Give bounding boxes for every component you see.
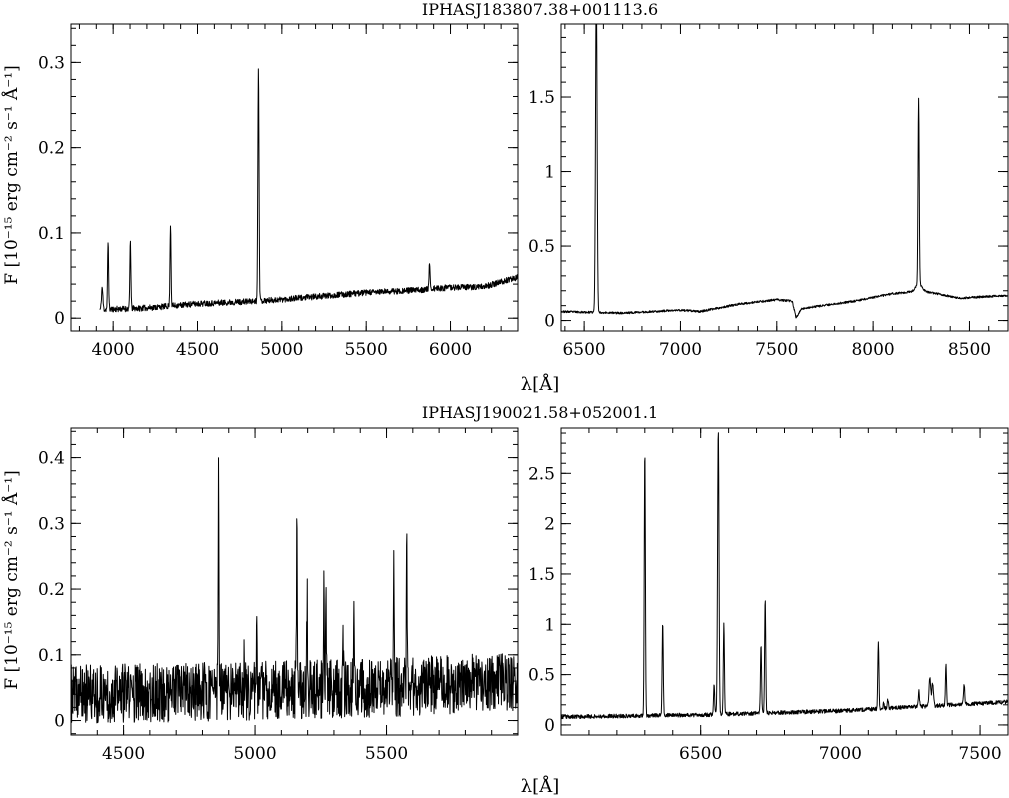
y-tick-label-tr-1: 0.5 bbox=[528, 237, 555, 257]
x-tick-label-bl-0: 4500 bbox=[102, 744, 145, 764]
x-tick-label-tr-3: 8000 bbox=[851, 340, 894, 360]
xlabel-top: λ[Å] bbox=[521, 373, 559, 395]
y-tick-label-tl-0: 0 bbox=[54, 309, 65, 329]
x-tick-label-bl-2: 5500 bbox=[365, 744, 408, 764]
plot-frame-tr bbox=[560, 23, 1009, 332]
y-tick-label-tr-3: 1.5 bbox=[528, 88, 555, 108]
spectrum-line-tl bbox=[99, 68, 518, 313]
y-tick-label-tl-1: 0.1 bbox=[38, 224, 65, 244]
x-tick-label-tr-0: 6500 bbox=[562, 340, 605, 360]
x-tick-label-tr-4: 8500 bbox=[948, 340, 991, 360]
y-tick-label-tl-2: 0.2 bbox=[38, 139, 65, 159]
y-tick-label-bl-1: 0.1 bbox=[38, 646, 65, 666]
y-tick-label-br-2: 1 bbox=[544, 615, 555, 635]
y-tick-label-br-4: 2 bbox=[544, 515, 555, 535]
x-tick-label-tr-1: 7000 bbox=[659, 340, 702, 360]
y-tick-label-br-0: 0 bbox=[544, 716, 555, 736]
plot-frame-tl bbox=[70, 23, 519, 332]
minor-ticks-br bbox=[560, 428, 1009, 736]
spectrum-panel-bottom-left: 4500 5000 5500 0 0.1 0.2 0.3 0.4 bbox=[38, 427, 519, 764]
spectrum-line-tr bbox=[561, 24, 1008, 319]
x-tick-label-tl-2: 5000 bbox=[260, 340, 303, 360]
x-tick-label-br-1: 7000 bbox=[819, 744, 862, 764]
y-tick-label-tr-2: 1 bbox=[544, 163, 555, 183]
x-tick-label-tl-4: 6000 bbox=[429, 340, 472, 360]
y-tick-label-br-3: 1.5 bbox=[528, 565, 555, 585]
x-tick-label-tl-3: 5500 bbox=[345, 340, 388, 360]
spectrum-line-br bbox=[561, 432, 1008, 720]
spectrum-panel-top-left: 4000 4500 5000 5500 6000 0 0.1 0.2 0.3 bbox=[38, 23, 519, 360]
ylabel-top: F [10⁻¹⁵ erg cm⁻² s⁻¹ Å⁻¹] bbox=[1, 65, 22, 284]
y-tick-label-tl-3: 0.3 bbox=[38, 53, 65, 73]
y-tick-label-bl-2: 0.2 bbox=[38, 580, 65, 600]
x-tick-label-br-0: 6500 bbox=[679, 744, 722, 764]
y-tick-label-br-5: 2.5 bbox=[528, 464, 555, 484]
xlabel-bottom: λ[Å] bbox=[521, 775, 559, 797]
ylabel-bottom: F [10⁻¹⁵ erg cm⁻² s⁻¹ Å⁻¹] bbox=[1, 470, 22, 689]
x-tick-label-tl-1: 4500 bbox=[176, 340, 219, 360]
x-tick-label-br-2: 7500 bbox=[958, 744, 1001, 764]
x-tick-label-bl-1: 5000 bbox=[233, 744, 276, 764]
y-tick-label-br-1: 0.5 bbox=[528, 666, 555, 686]
minor-ticks-tr bbox=[561, 24, 1009, 331]
title-top: IPHASJ183807.38+001113.6 bbox=[422, 0, 658, 19]
y-tick-label-bl-0: 0 bbox=[54, 712, 65, 732]
y-tick-label-tr-0: 0 bbox=[544, 312, 555, 332]
y-tick-label-bl-4: 0.4 bbox=[38, 449, 65, 469]
x-tick-label-tl-0: 4000 bbox=[92, 340, 135, 360]
spectrum-panel-bottom-right: 6500 7000 7500 0 0.5 1 1.5 2 2.5 bbox=[528, 427, 1009, 764]
plot-frame-bl bbox=[70, 427, 519, 736]
minor-ticks-tl bbox=[71, 24, 519, 331]
title-bottom: IPHASJ190021.58+052001.1 bbox=[422, 403, 658, 422]
x-tick-label-tr-2: 7500 bbox=[755, 340, 798, 360]
y-tick-label-bl-3: 0.3 bbox=[38, 514, 65, 534]
plot-frame-br bbox=[560, 427, 1009, 736]
spectrum-line-bl bbox=[71, 457, 518, 724]
spectrum-panel-top-right: 6500 7000 7500 8000 8500 0 0.5 1 1.5 bbox=[528, 23, 1009, 360]
